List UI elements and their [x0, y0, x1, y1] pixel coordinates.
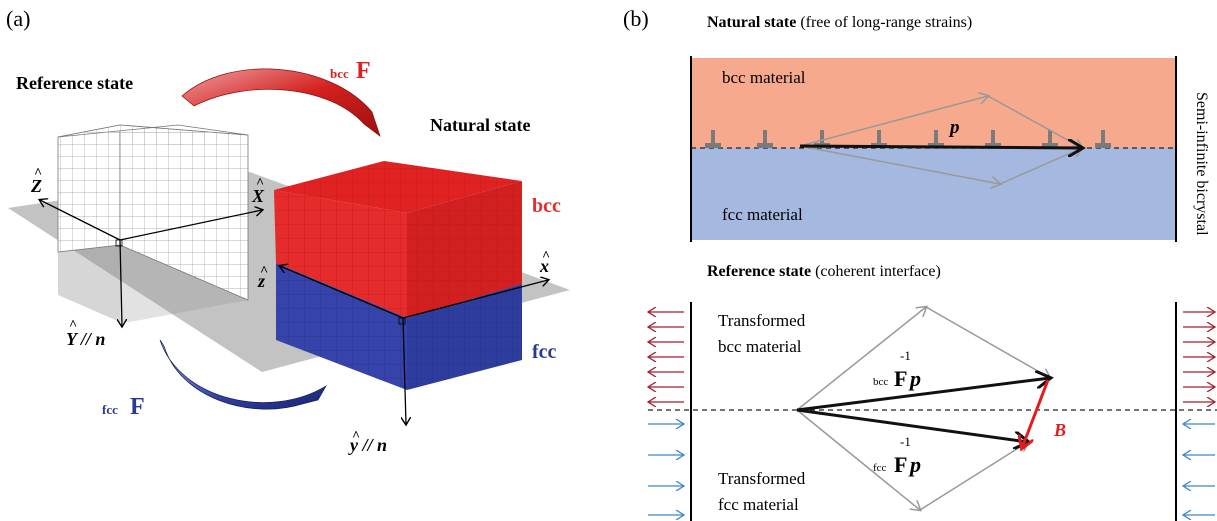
- axis-X-hat: ^: [256, 176, 264, 191]
- axis-Y-line: [120, 239, 122, 326]
- axis-z-hat: ^: [260, 264, 268, 279]
- panel-a-label: (a): [6, 6, 30, 31]
- bcc-F-main: F: [356, 58, 371, 84]
- fcc-label: fcc: [532, 341, 557, 363]
- axis-Z-label: Z: [30, 176, 42, 196]
- arrows-blue-left: [648, 424, 684, 515]
- bcc-block: [274, 161, 522, 318]
- fcc-F-sub: fcc: [102, 402, 118, 417]
- fcc-Fp-vec: p: [908, 452, 921, 477]
- semi-infinite-label: Semi-infinite bicrystal: [1193, 92, 1210, 236]
- reference-gray-vectors: [796, 307, 1050, 510]
- axis-x-label: x: [539, 256, 549, 276]
- axis-x-hat: ^: [542, 249, 550, 264]
- bcc-Fp-sup: -1: [900, 348, 911, 363]
- fcc-Fp-sub: fcc: [873, 462, 887, 474]
- fcc-material-label: fcc material: [722, 205, 803, 224]
- axis-X-line: [119, 210, 262, 241]
- axis-z-label: z: [257, 271, 265, 291]
- arrows-red-left: [648, 312, 684, 402]
- natural-state-label: Natural state: [430, 115, 530, 135]
- bcc-Fp-arrow: [796, 378, 1050, 412]
- bcc-Fp-vec: p: [908, 366, 921, 391]
- fcc-Fp-expression: fcc F -1 p: [873, 434, 921, 477]
- axis-y-hat: ^: [352, 429, 360, 444]
- reference-state-title: Reference state (coherent interface): [707, 263, 941, 280]
- natural-state-title: Natural state (free of long-range strain…: [707, 14, 972, 31]
- fcc-Fp-main: F: [894, 452, 907, 477]
- reference-state-label: Reference state: [16, 73, 133, 93]
- panel-b-label: (b): [623, 6, 649, 31]
- bcc-material-label: bcc material: [722, 68, 806, 87]
- fcc-block: [276, 263, 522, 390]
- arrows-red-right: [1183, 312, 1215, 402]
- bcc-F-sub: bcc: [330, 66, 349, 81]
- axis-Z-line: [40, 200, 121, 241]
- axis-y-line: [403, 317, 406, 424]
- fcc-region: [691, 148, 1176, 240]
- bcc-label: bcc: [532, 195, 561, 217]
- bcc-Fp-expression: bcc F -1 p: [873, 348, 921, 391]
- natural-axes: [280, 266, 548, 424]
- vector-p-arrow: [799, 146, 1082, 148]
- reference-axes: [40, 200, 262, 326]
- bcc-Fp-main: F: [894, 366, 907, 391]
- natural-gray-vectors: [799, 96, 1082, 184]
- axis-z-line: [280, 266, 404, 319]
- reference-cube: [57, 124, 249, 322]
- fcc-Fp-arrow: [796, 408, 1028, 442]
- burgers-vector-arrow: [1022, 379, 1050, 448]
- transformed-bcc-line2: bcc material: [718, 337, 802, 356]
- axis-y-label: y // n: [348, 435, 387, 455]
- bcc-deformation-arrow: [181, 68, 381, 137]
- axis-x-line: [402, 280, 548, 319]
- panel-a: (a) Z ^ X ^ Y // n ^ Reference state: [6, 6, 570, 455]
- bcc-region: [691, 58, 1176, 148]
- vector-p-label: p: [948, 117, 960, 138]
- axis-Z-hat: ^: [34, 166, 42, 181]
- arrows-blue-right: [1183, 424, 1215, 515]
- fcc-F-main: F: [130, 394, 145, 420]
- burgers-vector-label: B: [1053, 420, 1066, 440]
- bcc-Fp-sub: bcc: [873, 376, 888, 388]
- transformed-fcc-line2: fcc material: [718, 495, 799, 514]
- fcc-Fp-sup: -1: [900, 434, 911, 449]
- transformed-fcc-line1: Transformed: [718, 469, 806, 488]
- axis-Y-label: Y // n: [66, 329, 105, 349]
- panel-b: (b) Natural state (free of long-range st…: [623, 6, 1217, 521]
- axis-Y-hat: ^: [69, 318, 77, 333]
- fcc-deformation-arrow: [159, 339, 327, 410]
- axis-X-label: X: [251, 186, 265, 206]
- transformed-bcc-line1: Transformed: [718, 311, 806, 330]
